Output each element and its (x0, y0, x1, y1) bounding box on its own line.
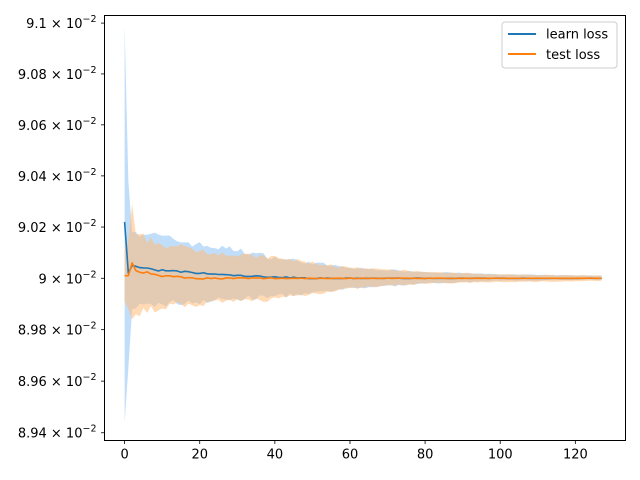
x-tick-label: 20 (191, 448, 208, 463)
x-axis: 0 20 40 60 80 100 120 (120, 440, 588, 463)
y-tick-label: 9.08 × 10−2 (18, 65, 97, 83)
y-tick-label: 8.94 × 10−2 (18, 424, 97, 442)
x-tick-label: 0 (120, 448, 128, 463)
x-tick-label: 120 (563, 448, 588, 463)
y-tick-label: 8.98 × 10−2 (18, 321, 97, 339)
x-tick-label: 40 (267, 448, 284, 463)
legend: learn loss test loss (501, 21, 618, 69)
legend-test-loss-label: test loss (546, 48, 600, 63)
x-tick-label: 80 (417, 448, 434, 463)
y-tick-label: 9.02 × 10−2 (18, 218, 97, 236)
line-test-loss (124, 262, 602, 280)
y-tick-label: 9 × 10−2 (39, 269, 97, 287)
x-tick-label: 100 (488, 448, 513, 463)
series-lines (123, 221, 602, 280)
y-axis: 8.94 × 10−2 8.96 × 10−2 8.98 × 10−2 9 × 10−… (18, 14, 105, 442)
legend-learn-loss-label: learn loss (546, 28, 608, 43)
plot-frame (104, 15, 626, 441)
x-tick-label: 60 (342, 448, 359, 463)
y-tick-label: 9.06 × 10−2 (18, 116, 97, 134)
y-tick-label: 9.1 × 10−2 (26, 14, 96, 32)
y-tick-label: 8.96 × 10−2 (18, 372, 97, 390)
y-tick-label: 9.04 × 10−2 (18, 167, 97, 185)
band-test-loss (124, 203, 602, 320)
confidence-bands (124, 25, 602, 423)
